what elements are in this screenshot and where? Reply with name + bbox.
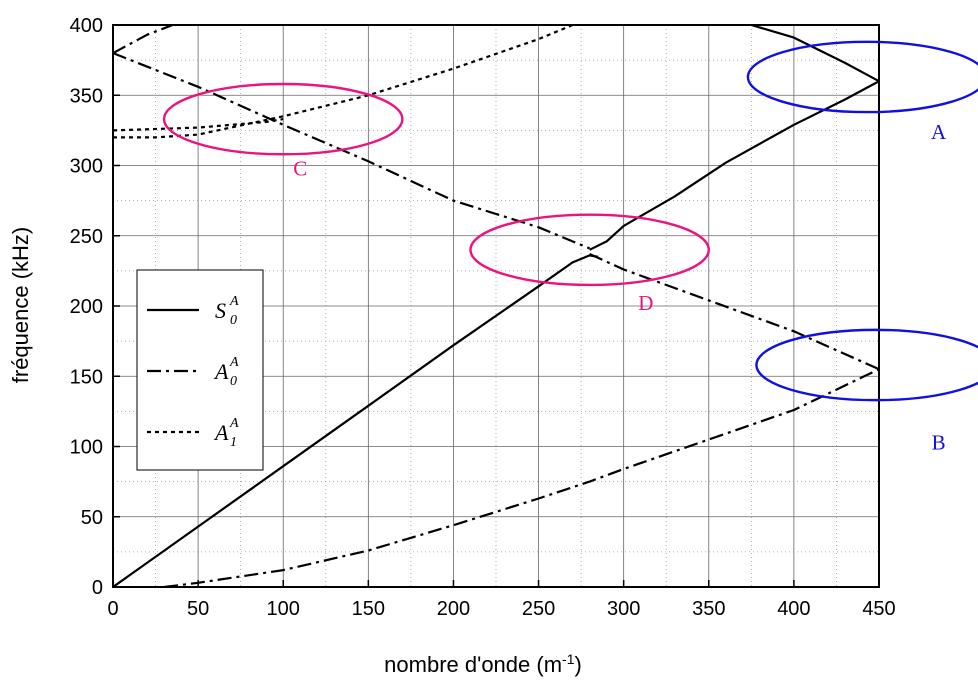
y-tick-label: 0 xyxy=(92,577,103,599)
legend-label-A0: A xyxy=(213,359,229,384)
x-tick-label: 400 xyxy=(777,598,810,620)
series-A1 xyxy=(113,25,574,139)
series-line-A0 xyxy=(113,25,173,55)
x-axis-title-main: nombre d'onde (m xyxy=(384,652,562,677)
annotation-ellipse-D xyxy=(469,213,710,287)
annotation-label-A: A xyxy=(931,120,947,144)
x-tick-label: 450 xyxy=(862,598,895,620)
x-axis-title: nombre d'onde (m-1) xyxy=(384,651,582,677)
legend-sup-S0: A xyxy=(229,294,239,309)
annotation-label-B: B xyxy=(932,430,946,454)
annotation-label-C: C xyxy=(293,156,307,180)
series-layer xyxy=(113,25,879,587)
legend-label-S0: S xyxy=(215,298,226,323)
series-A0 xyxy=(113,25,879,587)
legend-sup-A0: A xyxy=(229,355,239,370)
legend-sub-S0: 0 xyxy=(230,313,237,328)
series-line-A0 xyxy=(113,52,591,250)
series-line-S0 xyxy=(589,80,879,251)
annotation-label-D: D xyxy=(638,291,653,315)
annotation-ellipse-C xyxy=(162,82,404,156)
x-axis-title-end: ) xyxy=(574,652,581,677)
annotation-ellipse-A xyxy=(746,40,978,114)
x-tick-label: 150 xyxy=(352,598,385,620)
legend-sub-A1: 1 xyxy=(230,435,237,450)
y-axis-title: fréquence (kHz) xyxy=(8,227,33,384)
x-tick-label: 300 xyxy=(607,598,640,620)
y-tick-label: 200 xyxy=(70,296,103,318)
y-tick-label: 350 xyxy=(70,85,103,107)
annotations: A B C D xyxy=(162,40,978,454)
series-line-S0 xyxy=(750,25,879,83)
x-tick-label: 200 xyxy=(437,598,470,620)
series-line-A1 xyxy=(113,25,574,139)
legend: S A0A A0A A1 xyxy=(136,269,264,471)
x-tick-label: 100 xyxy=(267,598,300,620)
legend-sup-A1: A xyxy=(229,416,239,431)
y-tick-label: 100 xyxy=(70,437,103,459)
y-tick-label: 250 xyxy=(70,226,103,248)
x-tick-label: 50 xyxy=(187,598,209,620)
x-tick-label: 0 xyxy=(107,598,118,620)
y-tick-label: 400 xyxy=(70,15,103,37)
x-tick-label: 250 xyxy=(522,598,555,620)
y-tick-label: 300 xyxy=(70,156,103,178)
series-line-A1 xyxy=(113,118,284,132)
ticks: 0 50 100 150 200 250 300 350 400 4500501001502002… xyxy=(70,15,896,620)
y-tick-label: 50 xyxy=(81,507,103,529)
series-S0 xyxy=(113,25,879,587)
series-line-A0 xyxy=(163,368,879,587)
legend-label-A1: A xyxy=(213,420,229,445)
legend-sub-A0: 0 xyxy=(230,374,237,389)
y-tick-label: 150 xyxy=(70,366,103,388)
series-line-A0 xyxy=(589,252,879,371)
x-tick-label: 350 xyxy=(692,598,725,620)
series-line-S0 xyxy=(113,254,599,587)
annotation-ellipse-B xyxy=(755,328,978,402)
x-axis-title-sup: -1 xyxy=(562,651,575,667)
